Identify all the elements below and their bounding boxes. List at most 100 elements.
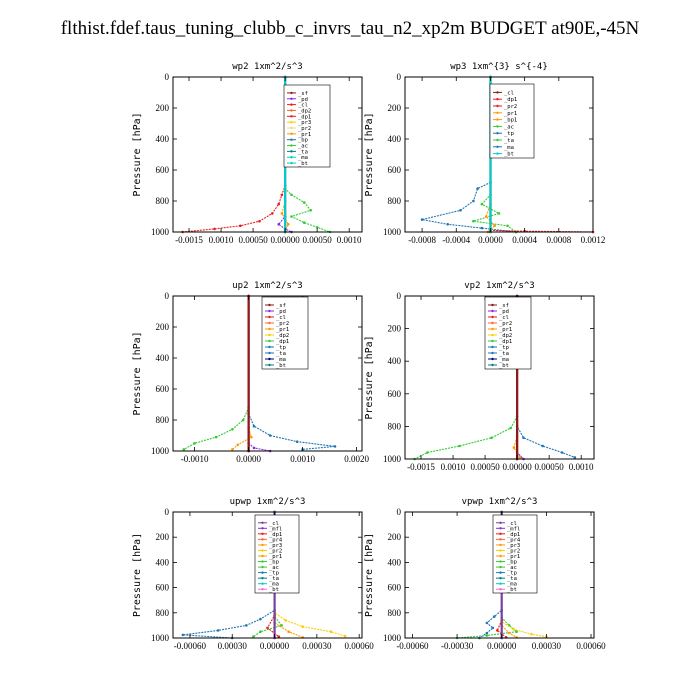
panel-3: up2 1xm^2/s^3 Pressure [hPa] 0 200 400 600 800… bbox=[132, 281, 369, 464]
data-point bbox=[259, 617, 262, 621]
legend-label: _cl bbox=[276, 315, 286, 321]
data-point bbox=[277, 223, 281, 226]
legend-marker bbox=[499, 582, 502, 585]
plot-frame bbox=[404, 295, 595, 460]
data-point bbox=[506, 224, 509, 228]
legend-marker bbox=[499, 554, 502, 558]
legend-marker bbox=[499, 565, 502, 569]
data-point bbox=[252, 635, 255, 638]
legend-marker bbox=[499, 576, 502, 580]
y-tick-label: 400 bbox=[388, 557, 402, 567]
legend-label: _sf bbox=[298, 91, 308, 97]
panel-title: wp3 1xm^{3} s^{-4} bbox=[450, 62, 548, 72]
data-point bbox=[287, 223, 290, 226]
legend-label: _dp1 bbox=[499, 339, 512, 345]
data-point bbox=[485, 631, 489, 635]
legend-marker bbox=[290, 109, 293, 112]
legend-label: _dp2 bbox=[276, 333, 289, 339]
x-tick-label: -0.00060 bbox=[396, 641, 429, 651]
plot-frame bbox=[172, 76, 363, 233]
legend: _cl_mfl_dp1_pr4_pr3_pr2_pr1_bp_ac_tp_ta_… bbox=[254, 514, 300, 594]
y-tick-label: 200 bbox=[388, 103, 402, 113]
data-point bbox=[245, 624, 248, 627]
legend-marker bbox=[496, 145, 499, 148]
legend-label: _mfl bbox=[507, 526, 520, 532]
data-point bbox=[484, 215, 488, 218]
legend-label: _bt bbox=[276, 363, 286, 369]
legend-label: _ma bbox=[276, 357, 286, 363]
legend-label: _ta bbox=[499, 351, 509, 357]
legend-marker bbox=[496, 125, 499, 128]
x-tick-label: 0.00000 bbox=[270, 235, 300, 245]
y-tick-label: 800 bbox=[156, 196, 170, 206]
data-point bbox=[295, 440, 299, 444]
data-point bbox=[493, 615, 496, 618]
y-tick-label: 0 bbox=[165, 291, 170, 301]
data-point bbox=[290, 215, 293, 218]
data-point bbox=[476, 187, 479, 190]
data-point bbox=[522, 436, 525, 440]
legend-marker bbox=[499, 571, 502, 574]
data-point bbox=[485, 634, 489, 637]
legend-marker bbox=[261, 560, 264, 563]
legend-marker bbox=[491, 309, 494, 313]
legend-label: _pr2 bbox=[499, 321, 512, 327]
legend-marker bbox=[261, 549, 264, 552]
data-point bbox=[485, 621, 489, 625]
data-point bbox=[266, 626, 269, 630]
y-tick-label: 600 bbox=[388, 165, 402, 175]
panel-title: up2 1xm^2/s^3 bbox=[232, 281, 302, 291]
legend-label: _ma bbox=[499, 357, 509, 363]
legend-label: _pd bbox=[499, 309, 509, 315]
legend-label: _pr2 bbox=[504, 104, 517, 110]
legend-marker bbox=[496, 118, 499, 121]
legend-marker bbox=[290, 150, 293, 153]
y-axis-label: Pressure [hPa] bbox=[132, 533, 143, 617]
legend: _cl_dp1_pr2_pr1_bp1_ac_tp_ta_ma_bt bbox=[489, 83, 535, 159]
data-point bbox=[515, 630, 518, 633]
legend-label: _pr1 bbox=[269, 554, 282, 560]
x-tick-label: 0.0010 bbox=[441, 462, 466, 472]
x-tick-label: -0.0010 bbox=[181, 454, 209, 464]
data-point bbox=[258, 219, 261, 223]
legend-marker bbox=[499, 538, 502, 541]
x-tick-label: 0.0010 bbox=[337, 235, 362, 245]
data-point bbox=[259, 630, 262, 633]
data-point bbox=[231, 428, 234, 431]
data-point bbox=[573, 456, 577, 459]
legend: _cl_mfl_dp1_pr4_pr3_pr2_pr1_bp_ac_tp_ta_… bbox=[492, 514, 538, 594]
legend-marker bbox=[290, 97, 293, 100]
data-point bbox=[303, 221, 306, 224]
legend-marker bbox=[290, 115, 293, 118]
legend-marker bbox=[261, 565, 264, 569]
data-point bbox=[541, 444, 544, 448]
data-point bbox=[493, 224, 497, 228]
data-point bbox=[472, 219, 475, 223]
legend-label: _bt bbox=[499, 363, 509, 369]
legend-label: _tp bbox=[507, 571, 517, 577]
x-tick-label: 0.0010 bbox=[569, 462, 594, 472]
y-tick-label: 200 bbox=[388, 532, 402, 542]
legend-box bbox=[254, 514, 300, 594]
data-point bbox=[280, 212, 284, 215]
legend-marker bbox=[290, 126, 293, 130]
series-line-dp1 bbox=[182, 77, 286, 233]
legend-marker bbox=[491, 363, 494, 367]
y-axis-label: Pressure [hPa] bbox=[132, 112, 143, 196]
legend-marker bbox=[268, 321, 271, 325]
legend-label: _cl bbox=[507, 521, 517, 527]
data-point bbox=[277, 202, 281, 206]
x-tick-label: 0.00000 bbox=[260, 641, 290, 651]
y-tick-label: 200 bbox=[156, 532, 170, 542]
panel-title: vp2 1xm^2/s^3 bbox=[464, 281, 534, 291]
data-point bbox=[193, 442, 196, 445]
legend-marker bbox=[491, 333, 494, 337]
legend-marker bbox=[499, 549, 502, 552]
y-tick-label: 800 bbox=[388, 196, 402, 206]
legend-label: _dp2 bbox=[499, 333, 512, 339]
y-tick-label: 400 bbox=[388, 356, 402, 366]
legend-marker bbox=[290, 138, 293, 141]
legend-marker bbox=[261, 527, 264, 530]
data-point bbox=[284, 619, 288, 622]
legend-marker bbox=[261, 576, 264, 580]
